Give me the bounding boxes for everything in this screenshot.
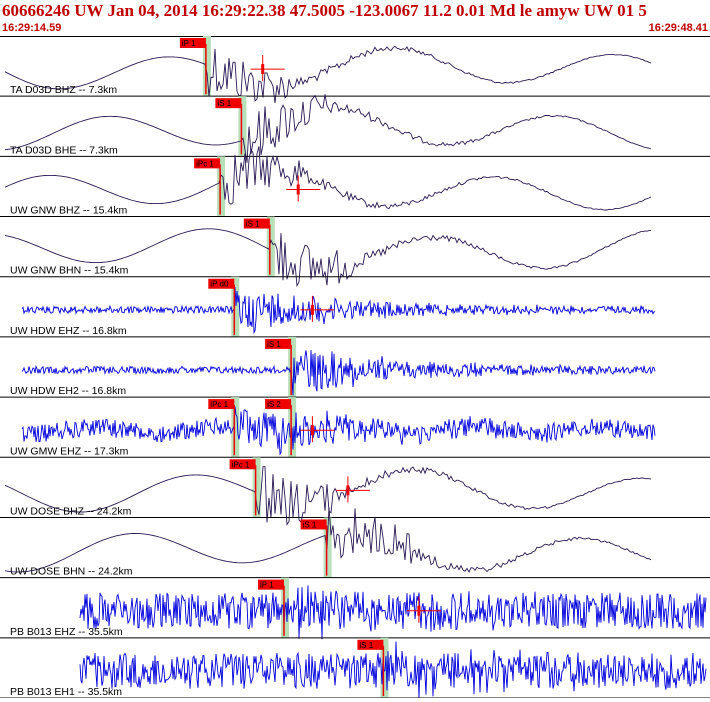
waveform-trace — [4, 466, 652, 526]
end-time: 16:29:48.41 — [648, 22, 708, 34]
pick-flag — [357, 639, 384, 650]
pick-label: iPc 1 — [232, 460, 250, 469]
trace-6: iS 1 UW HDW EH2 -- 16.8km — [0, 336, 710, 398]
pick-flag — [208, 399, 235, 410]
pick-label: iS 1 — [217, 99, 231, 108]
trace-label: UW DOSE BHN -- 24.2km — [10, 566, 133, 578]
amplitude-marker — [346, 485, 350, 496]
trace-5: iP d0 UW HDW EHZ -- 16.8km — [0, 276, 710, 338]
pick-label: iS 1 — [359, 641, 373, 650]
pick-window — [288, 397, 297, 458]
waveform-trace — [21, 287, 656, 335]
pick-label: iS 1 — [246, 220, 260, 229]
pick-window — [231, 276, 240, 337]
trace-label: UW HDW EHZ -- 16.8km — [10, 325, 127, 337]
trace-10: iP 1 PB B013 EHZ -- 35.5km — [0, 577, 710, 640]
pick-window — [238, 96, 247, 157]
start-time: 16:29:14.59 — [2, 22, 62, 34]
pick-flag — [179, 38, 206, 48]
waveform-trace — [4, 94, 652, 163]
trace-label: TA D03D BHE -- 7.3km — [10, 144, 118, 156]
pick-window — [231, 397, 240, 458]
waveform-chart: iP 1 TA D03D BHZ -- 7.3km iS 1 TA D03D BHE … — [0, 36, 710, 699]
pick-label: iP d0 — [210, 280, 229, 289]
trace-label: UW GMW EHZ -- 17.3km — [10, 445, 129, 457]
waveform-trace — [21, 350, 656, 396]
trace-8: iPc 1 UW DOSE BHZ -- 24.2km — [0, 457, 710, 526]
pick-label: iPc 1 — [210, 400, 228, 409]
pick-flag — [258, 579, 284, 590]
pick-label: iS 2 — [267, 400, 281, 409]
pick-label: iP 1 — [260, 581, 274, 590]
amplitude-marker — [310, 304, 314, 315]
trace-3: iPc 1 UW GNW BHZ -- 15.4km — [0, 146, 710, 218]
trace-label: UW GNW BHZ -- 15.4km — [10, 205, 128, 217]
waveform-trace — [4, 507, 652, 573]
pick-flag — [265, 338, 292, 349]
event-title: 60666246 UW Jan 04, 2014 16:29:22.38 47.… — [2, 1, 647, 20]
seismogram-panel: iP 1 TA D03D BHZ -- 7.3km iS 1 TA D03D BHE … — [0, 36, 710, 699]
pick-flag — [215, 98, 242, 109]
pick-flag — [208, 278, 235, 289]
trace-11: iS 1 PB B013 EH1 -- 35.5km — [0, 637, 710, 699]
pick-window — [380, 637, 389, 698]
waveform-trace — [4, 228, 652, 288]
pick-flag — [229, 459, 256, 470]
waveform-trace — [79, 641, 707, 699]
pick-label: iS 1 — [267, 340, 281, 349]
trace-2: iS 1 TA D03D BHE -- 7.3km — [0, 94, 710, 163]
amplitude-marker — [417, 605, 421, 616]
pick-flag — [194, 158, 221, 169]
pick-window — [202, 36, 211, 97]
pick-flag — [300, 519, 327, 530]
pick-label: iS 1 — [303, 520, 317, 529]
trace-label: PB B013 EH1 -- 35.5km — [10, 686, 122, 698]
trace-label: UW DOSE BHZ -- 24.2km — [10, 505, 132, 517]
pick-label: iP 1 — [182, 39, 196, 48]
pick-window — [266, 216, 275, 277]
waveform-trace — [79, 585, 707, 640]
amplitude-marker — [261, 64, 265, 75]
trace-7: iPc 1 iS 2 UW GMW EHZ -- 17.3km — [0, 397, 710, 458]
waveform-trace — [4, 146, 652, 211]
trace-4: iS 1 UW GNW BHN -- 15.4km — [0, 216, 710, 288]
pick-flag — [243, 218, 270, 229]
header: 60666246 UW Jan 04, 2014 16:29:22.38 47.… — [0, 0, 710, 36]
trace-label: UW GNW BHN -- 15.4km — [10, 265, 129, 277]
trace-label: TA D03D BHZ -- 7.3km — [10, 84, 117, 96]
pick-window — [252, 457, 261, 518]
pick-window — [217, 156, 226, 217]
pick-window — [323, 517, 332, 578]
pick-window — [288, 336, 297, 398]
trace-label: UW HDW EH2 -- 16.8km — [10, 385, 126, 397]
trace-label: PB B013 EHZ -- 35.5km — [10, 626, 123, 638]
pick-flag — [265, 399, 292, 410]
waveform-trace — [4, 45, 652, 104]
amplitude-marker — [296, 184, 300, 195]
waveform-trace — [21, 406, 656, 456]
amplitude-marker — [310, 425, 314, 436]
trace-1: iP 1 TA D03D BHZ -- 7.3km — [0, 36, 710, 104]
trace-9: iS 1 UW DOSE BHN -- 24.2km — [0, 507, 710, 579]
pick-label: iPc 1 — [196, 159, 214, 168]
